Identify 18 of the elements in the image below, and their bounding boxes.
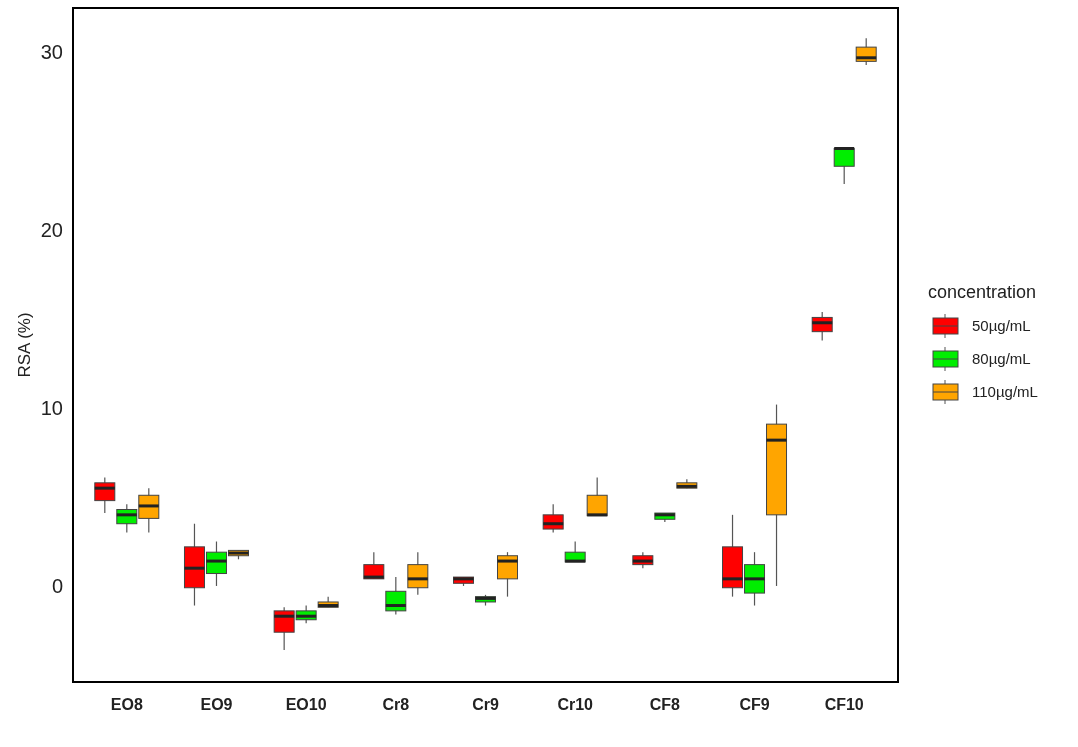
y-tick-label: 0 (51, 574, 63, 597)
x-tick-label: CF10 (824, 696, 864, 713)
x-tick-label: EO8 (110, 696, 143, 713)
y-tick-label: 10 (40, 397, 63, 420)
y-axis-title: RSA (%) (15, 312, 34, 378)
legend-label: 110µg/mL (972, 383, 1038, 401)
legend-label: 50µg/mL (972, 317, 1031, 335)
y-tick-label: 30 (40, 41, 63, 64)
x-tick-label: CF9 (739, 696, 770, 713)
x-tick-label: CF8 (649, 696, 681, 713)
x-tick-label: EO9 (200, 696, 233, 713)
x-tick-label: Cr9 (472, 696, 499, 713)
x-tick-label: Cr10 (557, 696, 594, 713)
x-tick-label: Cr8 (382, 696, 410, 713)
x-tick-label: EO10 (285, 696, 327, 713)
legend-label: 80µg/mL (972, 350, 1031, 368)
y-tick-label: 20 (40, 219, 63, 242)
legend-title: concentration (928, 282, 1037, 302)
